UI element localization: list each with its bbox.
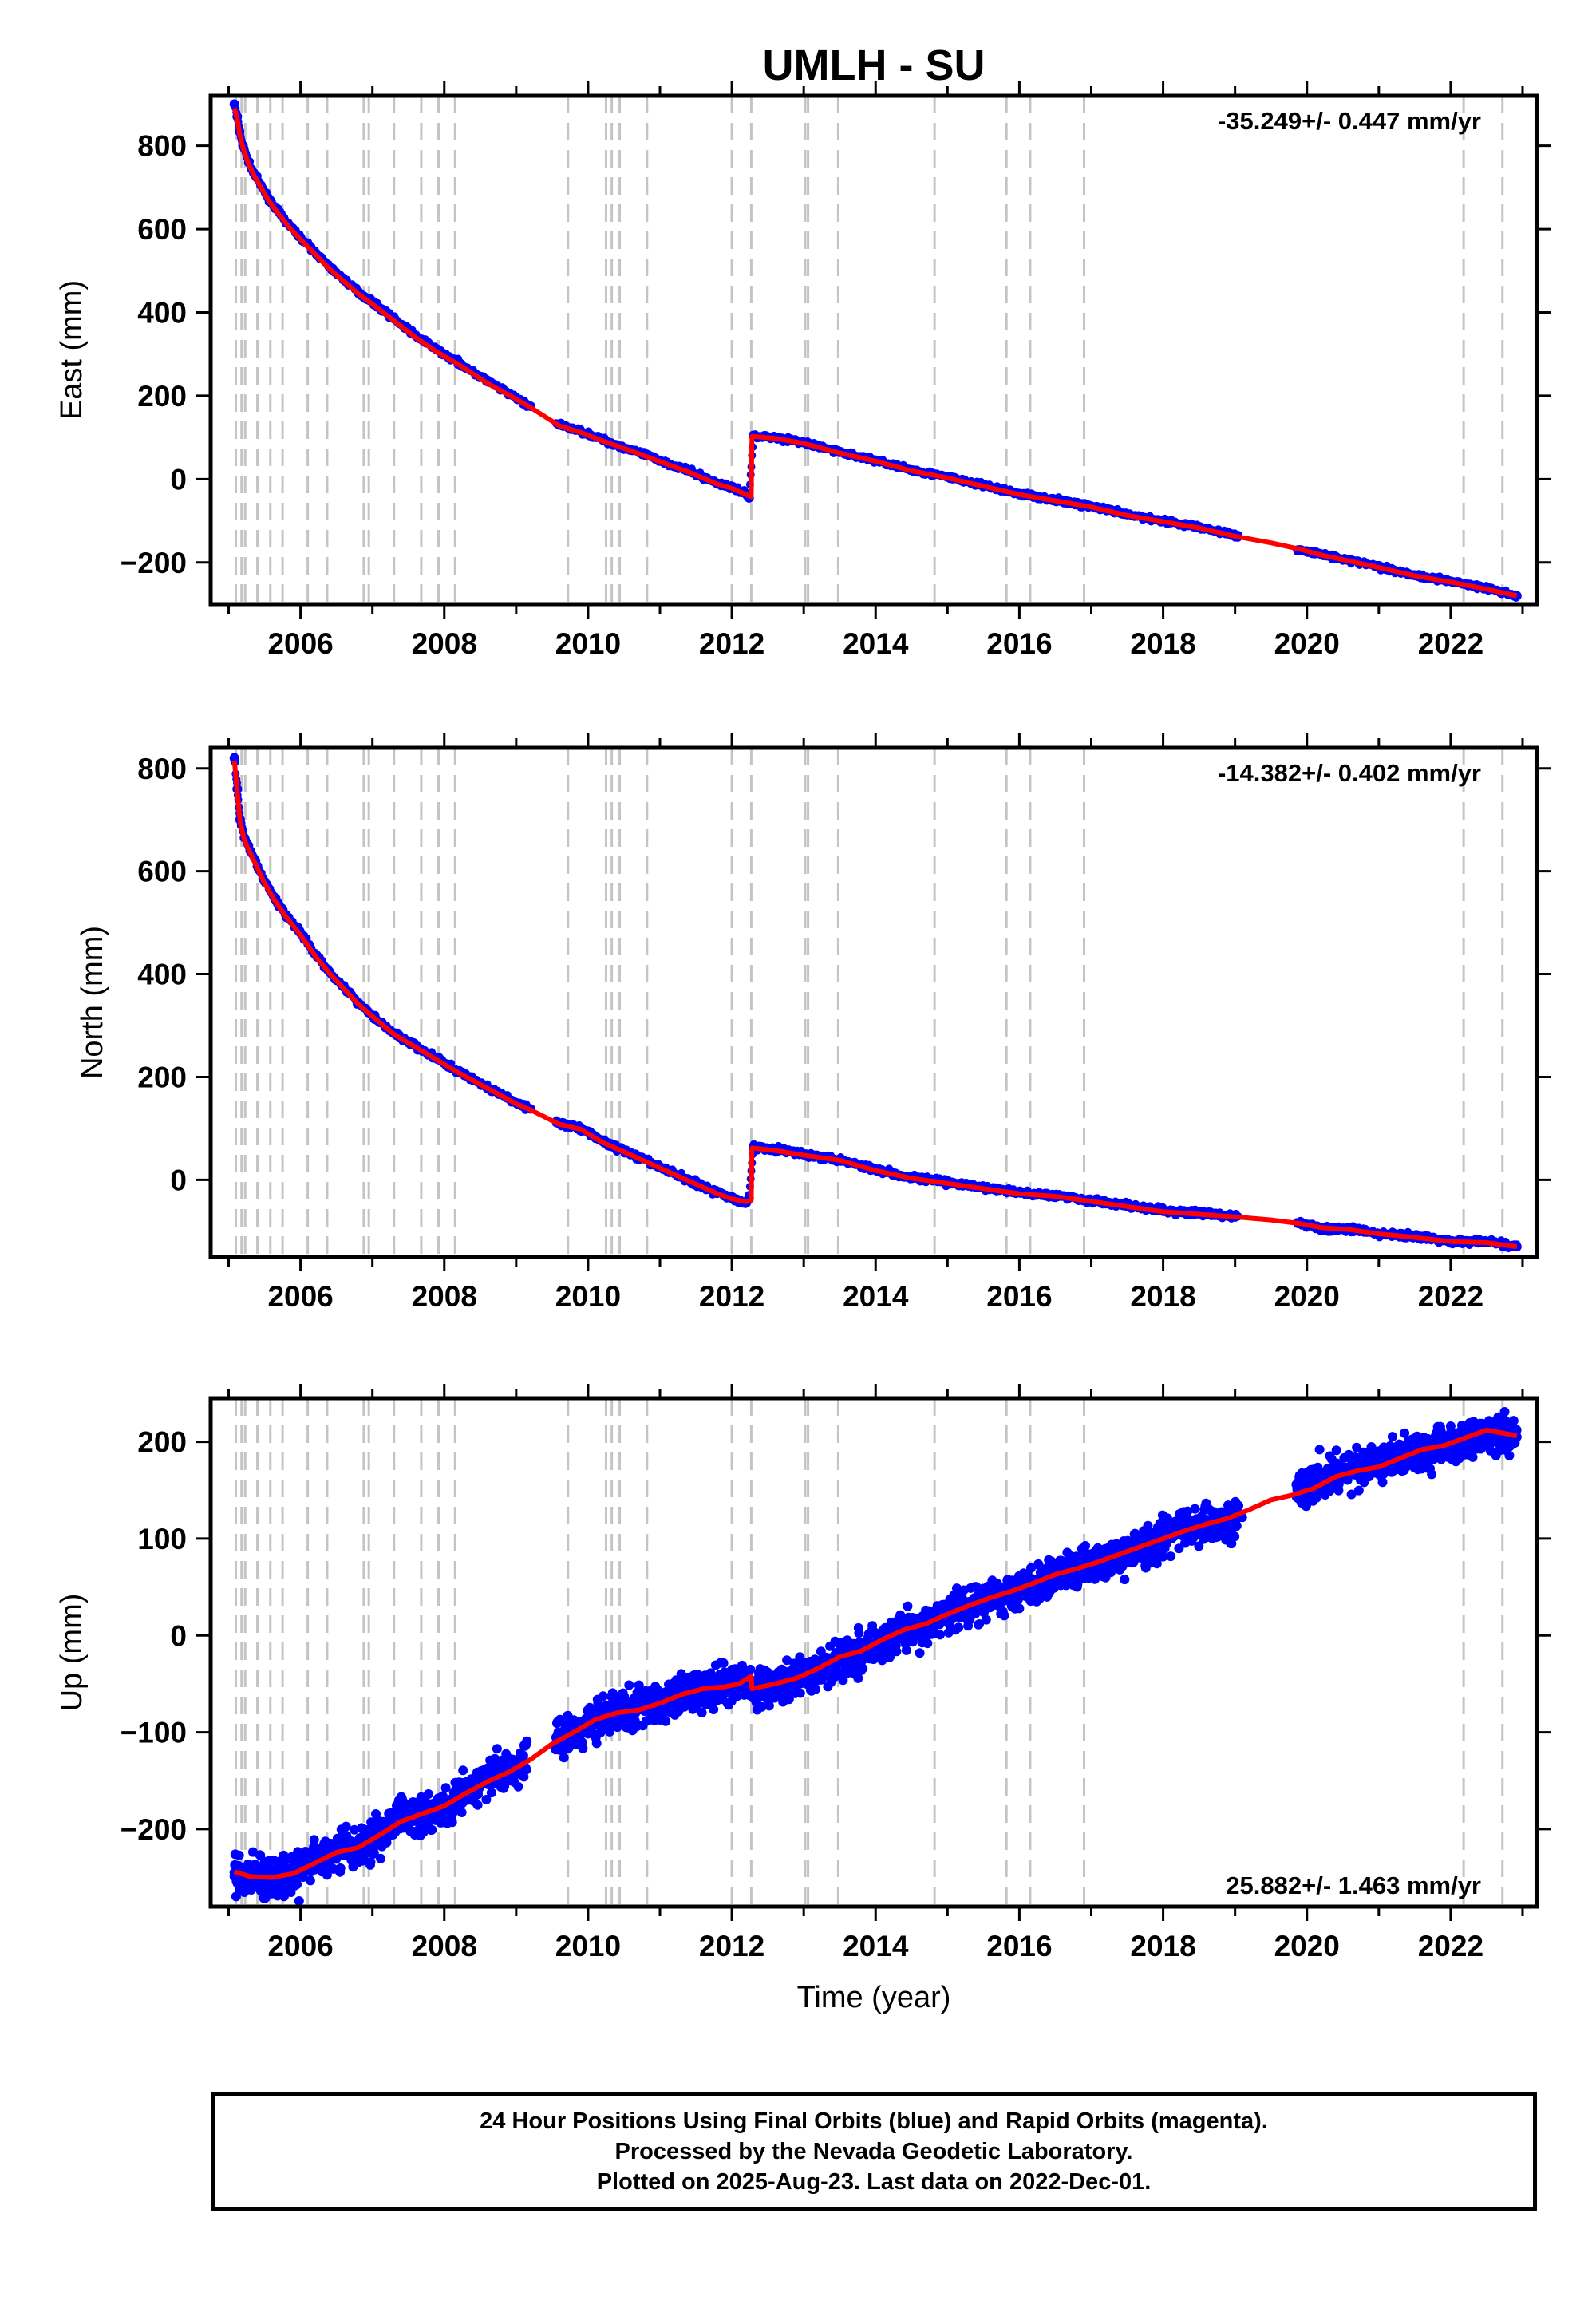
data-point — [458, 1765, 468, 1776]
y-tick-label: 400 — [137, 297, 187, 330]
y-tick-label: 400 — [137, 958, 187, 991]
data-point — [472, 1800, 483, 1810]
y-tick-label: 0 — [170, 463, 187, 496]
data-point — [624, 1680, 634, 1690]
y-tick-label: 800 — [137, 753, 187, 785]
data-point — [322, 1870, 332, 1880]
data-point — [607, 1688, 618, 1698]
y-axis-label: North (mm) — [76, 926, 109, 1079]
y-tick-label: 0 — [170, 1164, 187, 1196]
data-point — [335, 1863, 346, 1873]
x-tick-label: 2022 — [1418, 1280, 1483, 1313]
x-tick-label: 2006 — [267, 627, 333, 660]
data-point — [598, 1691, 608, 1701]
data-point — [595, 1727, 606, 1737]
x-tick-label: 2014 — [843, 627, 909, 660]
gps-time-series-chart: UMLH - SU −200 0 200 400 600 800 2006 2008 2010 2… — [55, 41, 1551, 2014]
x-tick-label: 2008 — [412, 627, 477, 660]
panels: −200 0 200 400 600 800 2006 2008 2010 2012 2014 201… — [55, 81, 1551, 1962]
data-point — [481, 1795, 492, 1804]
y-tick-label: 800 — [137, 130, 187, 163]
data-point — [578, 1743, 588, 1753]
data-point — [591, 1738, 602, 1749]
data-point — [447, 1817, 457, 1828]
data-point — [229, 753, 239, 763]
y-tick-label: 600 — [137, 856, 187, 888]
y-tick-label: 600 — [137, 213, 187, 246]
data-point — [309, 1835, 319, 1845]
data-point — [486, 1788, 496, 1798]
data-point — [423, 1789, 433, 1799]
x-tick-label: 2014 — [843, 1280, 909, 1313]
x-tick-label: 2018 — [1130, 627, 1195, 660]
x-tick-label: 2010 — [555, 627, 621, 660]
y-tick-label: −200 — [120, 547, 187, 579]
panel-frame — [208, 745, 1539, 1259]
data-point — [229, 99, 239, 109]
panel-north: 0 200 400 600 800 2006 2008 2010 2012 2014 2016 201… — [76, 733, 1551, 1313]
data-point — [365, 1857, 376, 1867]
chart-title: UMLH - SU — [763, 41, 986, 89]
data-point — [376, 1853, 385, 1863]
data-point — [305, 1875, 315, 1886]
series-north-model-line — [231, 760, 1518, 1250]
data-point — [427, 1824, 437, 1835]
data-point — [492, 1744, 502, 1754]
y-axis-label: East (mm) — [55, 280, 89, 420]
data-point — [513, 1781, 523, 1792]
x-tick-label: 2008 — [412, 1280, 477, 1313]
panel-frame — [208, 93, 1539, 607]
data-point — [632, 1687, 642, 1697]
data-point — [521, 1765, 531, 1775]
panel-east: −200 0 200 400 600 800 2006 2008 2010 2012 2014 201… — [55, 81, 1551, 660]
plot-area — [229, 96, 1522, 604]
velocity-annotation: -14.382+/- 0.402 mm/yr — [1218, 759, 1481, 787]
x-tick-label: 2012 — [699, 1280, 764, 1313]
data-point — [522, 1736, 532, 1746]
data-point — [331, 1854, 342, 1864]
x-tick-label: 2006 — [267, 1280, 333, 1313]
data-point — [440, 1783, 451, 1793]
velocity-annotation: -35.249+/- 0.447 mm/yr — [1218, 107, 1481, 135]
data-point — [294, 1896, 304, 1906]
data-point — [559, 1753, 569, 1763]
x-tick-label: 2012 — [699, 627, 764, 660]
x-tick-label: 2018 — [1130, 1280, 1195, 1313]
x-tick-label: 2016 — [986, 1280, 1052, 1313]
y-tick-label: 200 — [137, 1061, 187, 1093]
series-north-final-orbits — [229, 753, 1522, 1253]
y-tick-label: 200 — [137, 380, 187, 413]
data-point — [234, 1850, 244, 1860]
data-point — [341, 1821, 351, 1832]
data-point — [661, 1716, 671, 1726]
series-east-model-line — [231, 107, 1518, 599]
data-point — [634, 1680, 644, 1690]
series-east-final-orbits — [229, 99, 1522, 602]
x-tick-label: 2020 — [1274, 627, 1340, 660]
x-tick-label: 2022 — [1418, 627, 1483, 660]
x-tick-label: 2016 — [986, 627, 1052, 660]
x-tick-label: 2010 — [555, 1280, 621, 1313]
data-point — [456, 1808, 467, 1817]
x-tick-label: 2020 — [1274, 1280, 1340, 1313]
plot-area — [229, 748, 1522, 1257]
plot-area — [229, 1398, 1522, 1907]
data-point — [350, 1824, 359, 1835]
